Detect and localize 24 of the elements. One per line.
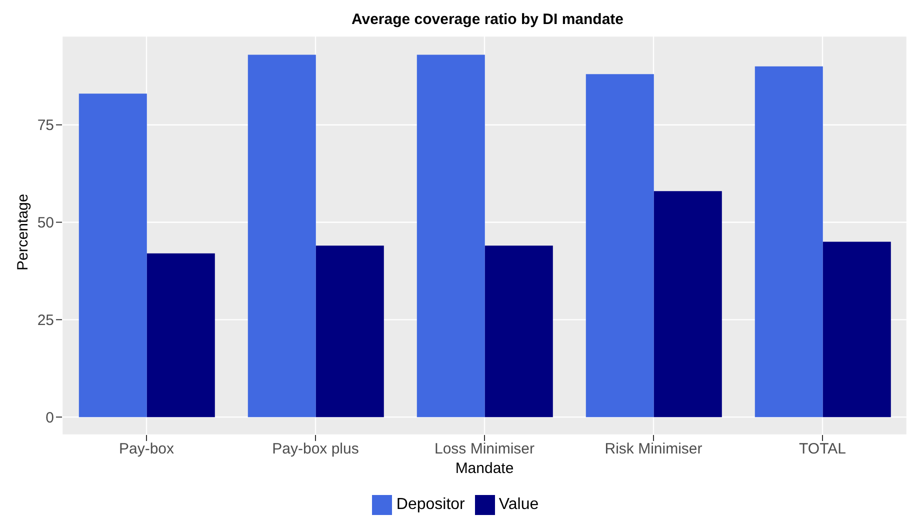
bar	[822, 242, 891, 418]
x-tick-label: Pay-box plus	[272, 440, 359, 458]
bar	[146, 253, 215, 418]
chart-title: Average coverage ratio by DI mandate	[350, 10, 625, 30]
bar	[654, 191, 722, 418]
x-tick-label: Pay-box	[118, 440, 175, 458]
x-tick-label: Risk Minimiser	[604, 440, 702, 458]
legend-label: Value	[498, 496, 539, 514]
y-tick-label: 0	[46, 409, 54, 426]
y-tick-label: 25	[37, 312, 54, 329]
legend-label: Depositor	[396, 496, 465, 514]
y-tick-label: 75	[37, 117, 54, 134]
bar	[248, 54, 316, 418]
bar	[78, 94, 147, 418]
bar	[416, 54, 485, 418]
x-tick-label: TOTAL	[799, 440, 846, 458]
x-tick-label: Loss Minimiser	[434, 440, 535, 458]
bar	[316, 246, 384, 418]
bar	[586, 74, 654, 418]
y-tick-label: 50	[37, 214, 54, 232]
bar	[484, 246, 553, 418]
bar	[754, 66, 823, 418]
x-axis-title: Mandate	[455, 460, 514, 477]
y-axis-title: Percentage	[14, 194, 32, 270]
